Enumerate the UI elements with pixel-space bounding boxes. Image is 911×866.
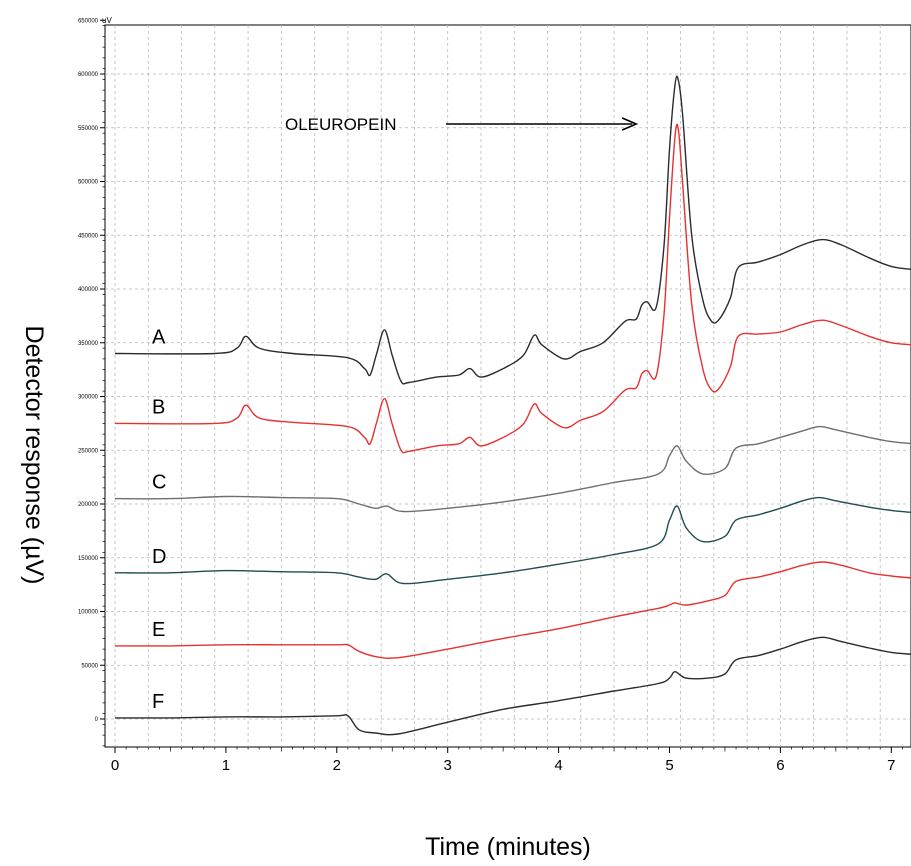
y-axis-ticks: 0 50000 100000 150000 200000 250000 300000 3500… [78, 18, 105, 747]
y-tick-label: 500000 [78, 180, 99, 186]
annotation-text: OLEUROPEIN [285, 115, 396, 134]
trace-label-d: D [152, 546, 166, 568]
y-tick-label: 100000 [78, 610, 99, 616]
y-axis-label: Detector response (µV) [20, 326, 48, 585]
series-line-f [114, 636, 911, 736]
y-tick-label: 450000 [78, 233, 99, 239]
series-line-e [114, 561, 911, 659]
y-tick-label: 350000 [78, 341, 99, 347]
trace-label-c: C [152, 472, 166, 494]
x-tick-label: 3 [444, 757, 452, 774]
x-tick-label: 0 [111, 757, 119, 774]
trace-label-e: E [152, 619, 165, 641]
series-line-b [114, 123, 911, 454]
trace-label-a: A [152, 327, 166, 349]
annotation-arrowhead [621, 117, 639, 131]
x-tick-label: 6 [776, 757, 784, 774]
series-line-c [114, 425, 911, 513]
x-tick-label: 4 [554, 757, 562, 774]
y-tick-label: 400000 [78, 287, 99, 293]
x-tick-label: 7 [887, 757, 895, 774]
series-line-d [114, 496, 911, 585]
y-tick-label: 0 [95, 717, 99, 723]
trace-labels: A B C D E F [152, 327, 166, 713]
y-tick-label: 300000 [78, 395, 99, 401]
trace-label-f: F [152, 691, 164, 713]
x-tick-label: 2 [333, 757, 341, 774]
x-axis-ticks: 0 1 2 3 4 5 6 7 [111, 747, 903, 774]
series-line-a [114, 75, 911, 385]
y-tick-label: 550000 [78, 126, 99, 132]
y-tick-label: 150000 [78, 556, 99, 562]
y-tick-label: 50000 [81, 663, 98, 669]
x-axis-label: Time (minutes) [425, 833, 591, 861]
y-unit-label: uV [102, 16, 112, 25]
oleuropein-annotation: OLEUROPEIN [285, 115, 639, 134]
x-tick-label: 5 [665, 757, 673, 774]
y-tick-label: 250000 [78, 448, 99, 454]
series-group [114, 75, 911, 736]
y-tick-label: 600000 [78, 72, 99, 78]
trace-label-b: B [152, 396, 165, 418]
y-tick-label: 650000 [78, 18, 99, 24]
grid-lines [105, 25, 911, 747]
plot-area [104, 24, 911, 748]
x-tick-label: 1 [222, 757, 230, 774]
y-tick-label: 200000 [78, 502, 99, 508]
